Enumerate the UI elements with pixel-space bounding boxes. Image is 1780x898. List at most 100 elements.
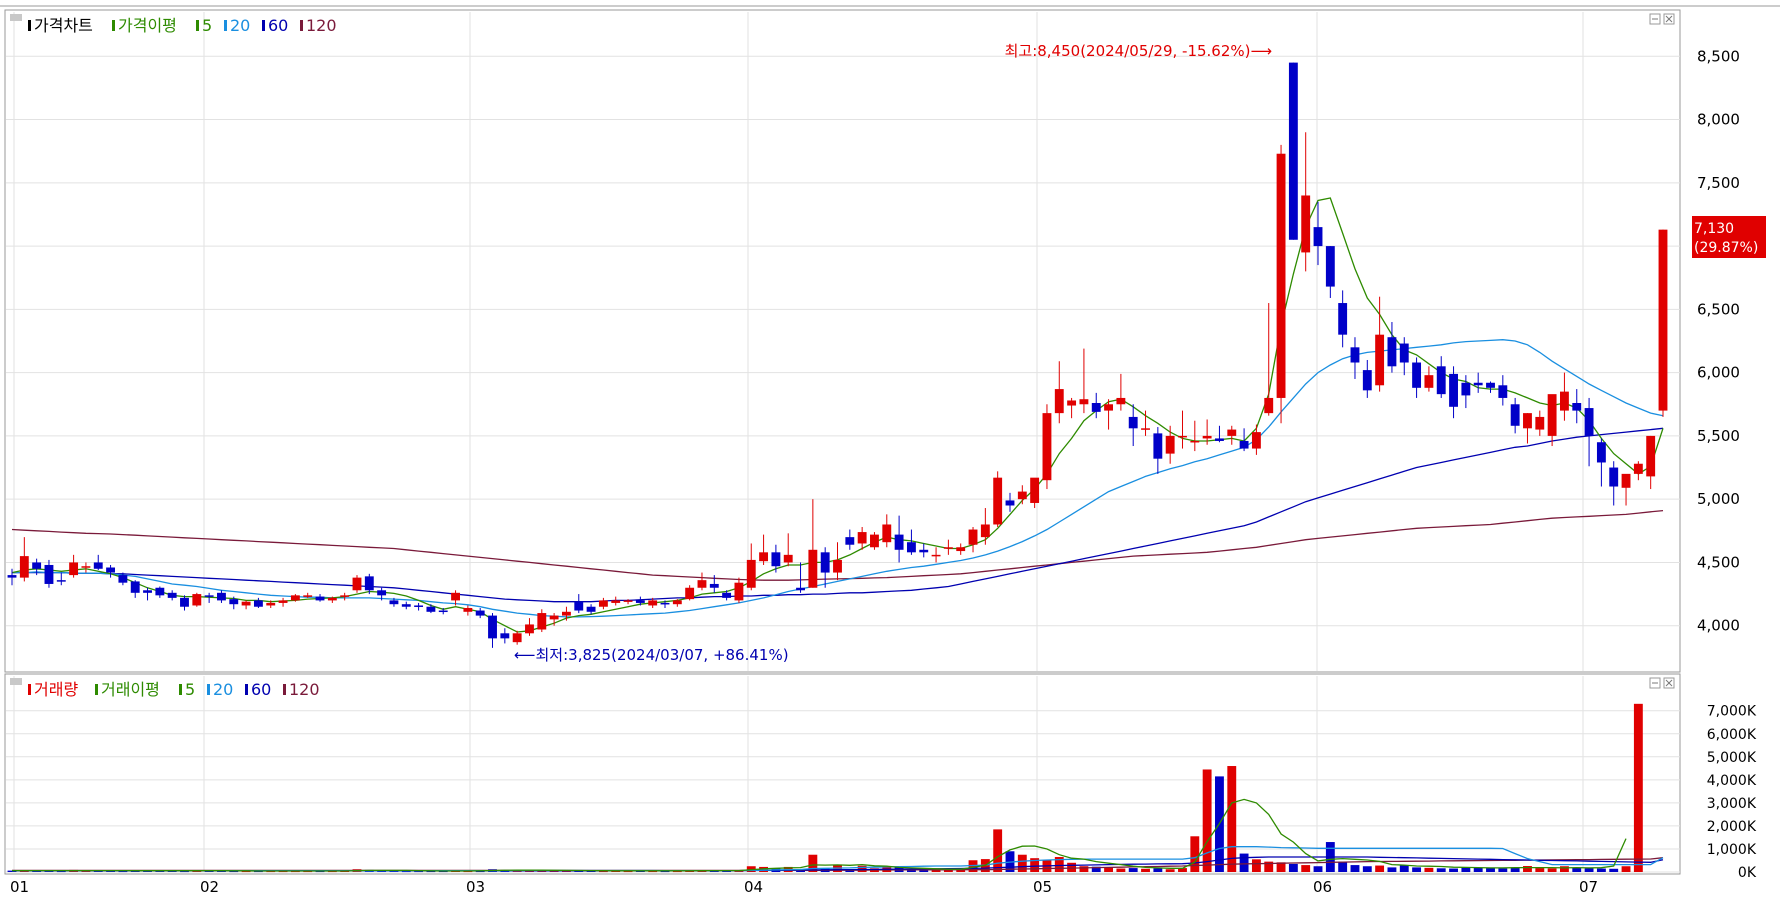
- candle-body: [1067, 400, 1077, 406]
- volume-panel-controls[interactable]: [1649, 677, 1675, 689]
- candle-body: [808, 549, 818, 588]
- candle-body: [1227, 429, 1237, 436]
- candle-body: [1473, 382, 1483, 386]
- candle-body: [1646, 435, 1656, 477]
- price-panel-controls[interactable]: [1649, 13, 1675, 25]
- volume-bar: [1436, 868, 1446, 872]
- candle-body: [290, 595, 300, 601]
- volume-tick-label: 2,000K: [1707, 819, 1757, 835]
- volume-bar: [1227, 766, 1237, 872]
- candle-body: [1313, 227, 1323, 247]
- candle-body: [1633, 463, 1643, 474]
- volume-tick-label: 5,000K: [1707, 750, 1757, 766]
- candle-body: [1658, 229, 1668, 411]
- candle-body: [549, 615, 559, 620]
- candle-body: [69, 562, 79, 576]
- candle-body: [870, 534, 879, 548]
- candle-body: [475, 610, 485, 616]
- volume-bar: [1498, 868, 1508, 872]
- candle-body: [1116, 397, 1126, 405]
- candle-body: [1559, 391, 1569, 411]
- candle-body: [1399, 343, 1409, 363]
- candle-body: [1005, 500, 1015, 506]
- volume-bar: [1239, 853, 1249, 872]
- volume-bar: [808, 854, 818, 872]
- volume-bar: [1128, 868, 1138, 872]
- volume-bar: [229, 871, 239, 873]
- candle-body: [709, 583, 719, 588]
- candle-body: [1584, 408, 1594, 436]
- candle-body: [771, 552, 781, 567]
- candle-body: [759, 552, 769, 562]
- candle-body: [783, 554, 793, 563]
- candle-body: [746, 559, 756, 588]
- volume-bar: [1412, 867, 1422, 872]
- volume-bar: [906, 869, 916, 872]
- volume-bar: [1387, 867, 1397, 872]
- legend-swatch: [207, 684, 210, 695]
- candle-body: [598, 600, 608, 607]
- low-annotation: ⟵최저:3,825(2024/03/07, +86.41%): [514, 646, 789, 664]
- candle-body: [229, 599, 239, 605]
- candle-body: [155, 587, 165, 596]
- panel-menu-icon[interactable]: [10, 14, 22, 21]
- candle-body: [525, 624, 534, 634]
- candle-body: [857, 532, 867, 544]
- candle-body: [1153, 433, 1163, 459]
- volume-bar: [1104, 867, 1113, 872]
- candle-body: [44, 564, 54, 584]
- volume-legend: 거래량 거래이평 5 20 60 120: [10, 678, 320, 699]
- legend-swatch: [28, 684, 31, 695]
- candle-body: [56, 580, 66, 582]
- candle-body: [1215, 438, 1224, 441]
- candle-body: [1621, 473, 1631, 488]
- volume-bar: [1621, 866, 1631, 872]
- price-tick-label: 8,500: [1697, 47, 1740, 65]
- candle-body: [106, 567, 116, 573]
- volume-bar: [1190, 836, 1200, 872]
- volume-bar: [1424, 867, 1434, 872]
- volume-bar: [1153, 868, 1163, 872]
- candle-body: [1449, 373, 1458, 407]
- legend-swatch: [245, 684, 248, 695]
- candle-body: [1141, 428, 1150, 430]
- legend-swatch: [112, 20, 115, 31]
- volume-bar: [1301, 865, 1311, 872]
- volume-bar: [956, 869, 966, 872]
- volume-moving-averages: [12, 798, 1664, 872]
- legend-swatch: [28, 20, 31, 31]
- price-y-axis: 4,0004,5005,0005,5006,0006,5007,0007,500…: [1697, 47, 1740, 634]
- legend-label: 60: [268, 16, 288, 35]
- candle-body: [562, 611, 571, 616]
- candle-body: [931, 554, 941, 557]
- high-annotation: 최고:8,450(2024/05/29, -15.62%)⟶: [1005, 42, 1272, 60]
- volume-bar: [1338, 861, 1348, 872]
- x-tick-label: 07: [1579, 878, 1598, 896]
- x-tick-label: 03: [466, 878, 485, 896]
- volume-bar: [759, 866, 769, 872]
- volume-bar: [1313, 866, 1323, 872]
- candle-body: [611, 600, 621, 603]
- legend-label: 5: [185, 680, 195, 699]
- price-ma60-line: [12, 427, 1664, 603]
- candle-body: [167, 592, 177, 598]
- candle-body: [734, 582, 744, 601]
- candle-body: [377, 590, 387, 596]
- legend-swatch: [95, 684, 98, 695]
- volume-bar: [722, 870, 732, 872]
- volume-bar: [1067, 862, 1077, 872]
- candle-body: [1030, 477, 1040, 503]
- volume-bar: [1276, 862, 1286, 872]
- legend-swatch: [224, 20, 227, 31]
- candle-body: [574, 601, 584, 611]
- current-price-tag: 7,130 (29.87%): [1692, 216, 1766, 258]
- candle-body: [1128, 416, 1138, 429]
- candle-body: [1325, 246, 1335, 287]
- candle-body: [241, 601, 251, 606]
- volume-bar: [118, 871, 128, 873]
- panel-menu-icon[interactable]: [10, 678, 22, 685]
- volume-bar: [1054, 857, 1064, 872]
- candle-body: [192, 594, 202, 606]
